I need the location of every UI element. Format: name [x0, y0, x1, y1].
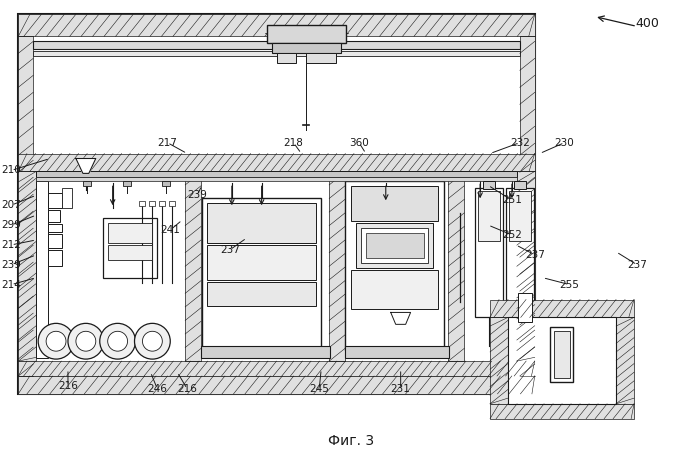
Text: 252: 252 — [502, 230, 522, 240]
Bar — [18, 153, 535, 171]
Bar — [361, 228, 428, 263]
Circle shape — [76, 331, 96, 351]
Text: 360: 360 — [349, 138, 369, 148]
Bar — [18, 361, 535, 376]
Text: 241: 241 — [160, 225, 180, 235]
Bar — [345, 346, 449, 358]
Bar — [33, 41, 520, 49]
Bar — [490, 317, 508, 404]
Text: 231: 231 — [391, 384, 411, 394]
Bar — [186, 171, 201, 361]
Bar — [18, 15, 535, 394]
Bar — [356, 223, 433, 268]
Bar — [490, 300, 634, 317]
Text: 239: 239 — [187, 190, 207, 200]
Circle shape — [100, 323, 136, 359]
Circle shape — [38, 323, 74, 359]
Bar — [201, 346, 330, 358]
Bar — [345, 181, 444, 350]
Text: 232: 232 — [510, 138, 530, 148]
Bar — [18, 171, 36, 361]
Bar — [108, 245, 153, 260]
Text: Фиг. 3: Фиг. 3 — [328, 434, 374, 448]
Bar — [307, 53, 336, 63]
Text: 251: 251 — [502, 195, 522, 205]
Text: 237: 237 — [627, 260, 647, 270]
Circle shape — [46, 331, 66, 351]
Bar — [48, 234, 62, 248]
Text: 218: 218 — [284, 138, 303, 148]
Bar — [48, 224, 62, 232]
Circle shape — [68, 323, 104, 359]
Bar — [475, 188, 503, 317]
Bar — [506, 188, 534, 317]
Bar — [36, 171, 517, 177]
Bar — [276, 53, 296, 63]
Bar — [33, 51, 520, 56]
Bar — [149, 201, 155, 206]
Bar — [169, 201, 175, 206]
Bar — [48, 250, 62, 266]
Text: 239: 239 — [1, 260, 21, 270]
Bar — [122, 181, 130, 186]
Bar — [478, 191, 500, 241]
Bar — [207, 203, 316, 243]
Bar — [48, 193, 62, 208]
Bar — [207, 245, 316, 280]
Bar — [18, 376, 535, 394]
Bar — [139, 201, 146, 206]
Bar — [207, 282, 316, 307]
Bar — [508, 317, 616, 404]
Bar — [272, 43, 341, 53]
Text: 400: 400 — [635, 17, 659, 30]
Text: 245: 245 — [309, 384, 329, 394]
Bar — [83, 181, 91, 186]
Bar — [520, 36, 535, 376]
Bar — [448, 171, 464, 361]
Bar — [48, 210, 60, 222]
Bar — [202, 198, 321, 352]
Bar — [18, 15, 535, 36]
Text: 212: 212 — [1, 240, 21, 250]
Bar — [62, 188, 72, 208]
Bar — [550, 327, 573, 382]
Polygon shape — [76, 158, 96, 174]
Text: 214: 214 — [1, 280, 21, 290]
Text: 217: 217 — [158, 138, 177, 148]
Bar — [514, 181, 526, 189]
Text: 299: 299 — [1, 220, 21, 230]
Circle shape — [108, 331, 127, 351]
Circle shape — [143, 331, 162, 351]
Circle shape — [134, 323, 170, 359]
Text: 230: 230 — [554, 138, 575, 148]
Text: 216: 216 — [177, 384, 197, 394]
Bar — [490, 404, 634, 419]
Bar — [18, 36, 33, 376]
Text: 207: 207 — [1, 200, 21, 210]
Bar — [351, 186, 438, 221]
Bar — [103, 218, 158, 278]
Text: 237: 237 — [220, 245, 240, 255]
Bar — [160, 201, 165, 206]
Bar — [267, 25, 346, 43]
Text: 210: 210 — [1, 165, 21, 175]
Bar — [351, 270, 438, 309]
Bar — [517, 171, 535, 361]
Bar — [36, 181, 48, 358]
Bar — [366, 233, 424, 258]
Bar — [554, 331, 570, 378]
Text: 237: 237 — [525, 250, 545, 260]
Bar — [483, 181, 495, 189]
Bar — [162, 181, 170, 186]
Bar — [509, 191, 531, 241]
Bar — [108, 223, 153, 243]
Text: 246: 246 — [148, 384, 167, 394]
Bar — [36, 177, 517, 181]
Bar — [518, 292, 532, 322]
Bar — [616, 317, 634, 404]
Text: 255: 255 — [559, 280, 580, 290]
Bar — [329, 171, 345, 361]
Text: 216: 216 — [58, 381, 78, 391]
Polygon shape — [391, 313, 411, 325]
